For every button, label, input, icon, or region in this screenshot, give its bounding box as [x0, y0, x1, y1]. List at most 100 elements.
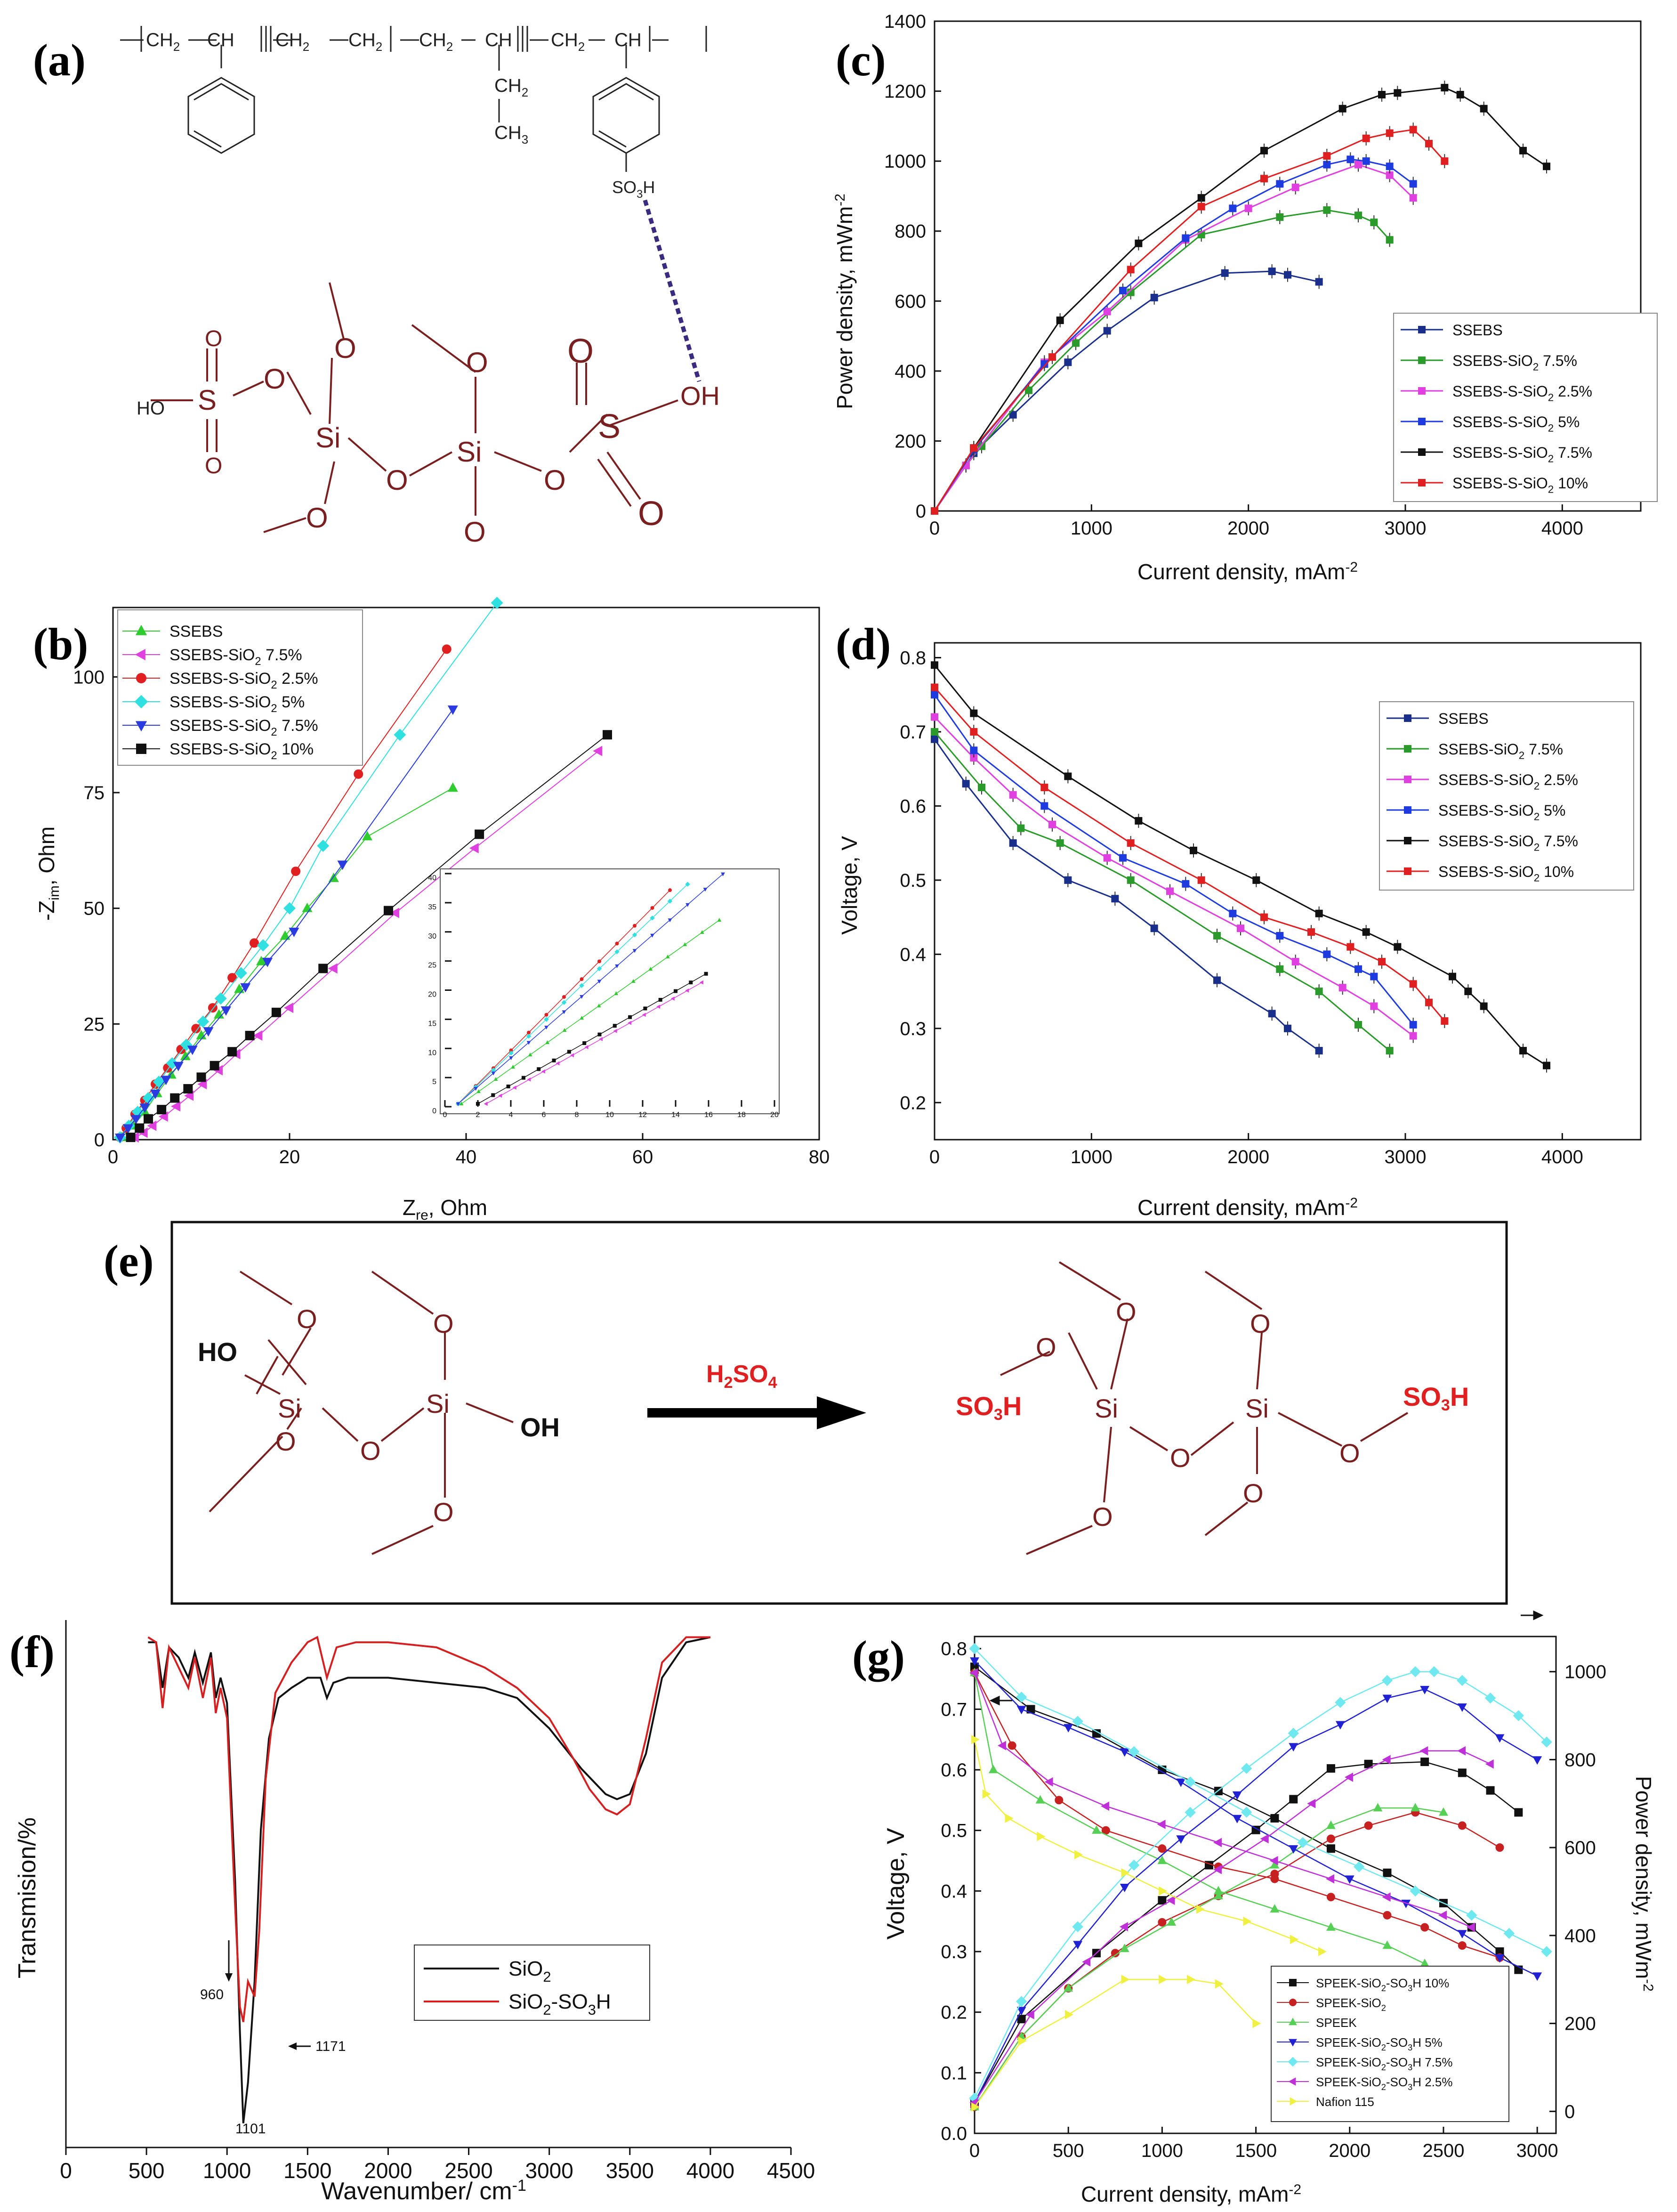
chain-ch2-side: CH2: [494, 75, 528, 99]
data-point: [1441, 84, 1449, 92]
power-point: [1457, 1675, 1468, 1686]
data-point: [135, 1123, 145, 1133]
series-line: [934, 694, 1414, 1025]
data-point: [1229, 204, 1237, 212]
chain-ch-1: CH: [207, 30, 234, 50]
inset-line: [458, 884, 688, 1104]
voltage-point: [982, 1789, 991, 1799]
atom-o: O: [360, 1436, 381, 1466]
plot-frame: [934, 20, 1642, 512]
legend: SSEBS SSEBS-SiO2 7.5% SSEBS-S-SiO2 2.5% SSE…: [1379, 701, 1634, 891]
inset-point: [459, 1102, 464, 1106]
data-point: [262, 957, 273, 967]
inset-point: [562, 1010, 566, 1014]
inset-point: [527, 1030, 531, 1035]
series-ssebs: [931, 264, 1323, 515]
data-point: [1119, 287, 1127, 294]
voltage-point: [1290, 1935, 1299, 1945]
inset-point: [613, 1024, 617, 1028]
axes: 0 1000 2000 3000 4000 0 200 400 600 800 1000 1200 14…: [884, 11, 1642, 539]
inset-point: [650, 906, 654, 910]
power-point: [1541, 1736, 1552, 1748]
power-point: [1514, 1808, 1523, 1817]
data-point: [447, 782, 458, 792]
data-point: [1276, 932, 1284, 940]
atom-si: Si: [426, 1389, 450, 1418]
series-line: [934, 209, 1390, 511]
data-point: [122, 1124, 133, 1134]
inset-point: [597, 1032, 602, 1037]
data-point: [1237, 924, 1244, 932]
left-y-tick-label: 0.1: [941, 2063, 967, 2083]
axis-indicator-arrows: [989, 1610, 1544, 1706]
data-point: [166, 1057, 178, 1070]
data-point: [1190, 846, 1197, 854]
series-nafion-115: [971, 1734, 1327, 2112]
inset-point: [456, 1102, 460, 1106]
x-tick-label: 0: [929, 518, 940, 539]
power-line: [974, 1978, 1257, 2107]
legend-marker: [1404, 745, 1411, 753]
y-tick-label: 40: [428, 874, 436, 882]
y-tick-label: 0.4: [900, 944, 926, 965]
inset-series: [455, 882, 690, 1107]
inset-point: [491, 1067, 496, 1073]
data-point: [256, 956, 266, 965]
inset-point: [562, 995, 566, 999]
inset-point: [537, 1067, 541, 1071]
data-point: [970, 754, 978, 762]
data-point: [1103, 854, 1111, 862]
panel-g-dual-axis-plot: (g) 0 500 1000 1500 2000 2500 30000.00.10.20.3…: [852, 1610, 1656, 2206]
voltage-point: [1121, 1868, 1130, 1878]
atom-o: O: [464, 516, 486, 548]
inset-point: [544, 1013, 548, 1017]
power-point: [1017, 2015, 1026, 2024]
data-point: [390, 907, 399, 918]
data-point: [1378, 958, 1386, 966]
series-line: [121, 787, 453, 1138]
left-y-tick-label: 0.7: [941, 1699, 967, 1720]
y-tick-label: 0.3: [900, 1019, 926, 1039]
data-point: [1346, 155, 1354, 163]
y-tick-label: 25: [428, 962, 436, 970]
data-point: [1425, 998, 1433, 1006]
data-point: [962, 780, 970, 788]
data-point: [1260, 175, 1268, 183]
legend-label: SSEBS: [1452, 322, 1503, 339]
x-tick-label: 4500: [767, 2158, 815, 2183]
voltage-line: [974, 1648, 1547, 1953]
data-point: [1127, 876, 1135, 884]
legend-box: [414, 1945, 650, 2021]
axes: 0 1000 2000 3000 4000 0.2 0.3 0.4 0.5 0.6 0.7 0.8: [900, 642, 1642, 1167]
x-tick-label: 1000: [1071, 518, 1113, 539]
inset-line: [461, 920, 720, 1104]
power-point: [971, 2102, 980, 2112]
legend-label: SiO2-SO3H: [508, 1990, 611, 2018]
power-point: [1486, 1786, 1495, 1795]
atom-s: S: [598, 408, 621, 446]
data-point: [1150, 924, 1158, 932]
power-point: [1335, 1697, 1346, 1708]
power-point: [1167, 1917, 1177, 1926]
so3h-label: SO3H: [956, 1391, 1022, 1424]
data-point: [1323, 206, 1331, 214]
y-tick-label: 0.5: [900, 870, 926, 891]
power-point: [1260, 1834, 1269, 1844]
voltage-point: [1410, 1885, 1421, 1897]
series-line: [934, 163, 1414, 511]
power-point: [1382, 1755, 1391, 1765]
y-tick-label: 0.8: [900, 648, 926, 668]
x-tick-label: 1000: [1071, 1147, 1113, 1167]
voltage-line: [974, 1666, 1519, 1970]
data-series: [114, 597, 612, 1144]
legend-label: SSEBS: [169, 623, 223, 640]
voltage-point: [1044, 1777, 1053, 1787]
x-tick-label: 16: [704, 1111, 713, 1119]
silica-reactant: [209, 1271, 514, 1555]
data-point: [447, 705, 458, 715]
y-tick-label: 1000: [884, 151, 926, 172]
legend-label: SSEBS-SiO2 7.5%: [1438, 741, 1563, 762]
atom-o: O: [264, 363, 286, 395]
data-point: [291, 867, 301, 876]
series-ssebs-s-sio: [931, 683, 1449, 1029]
